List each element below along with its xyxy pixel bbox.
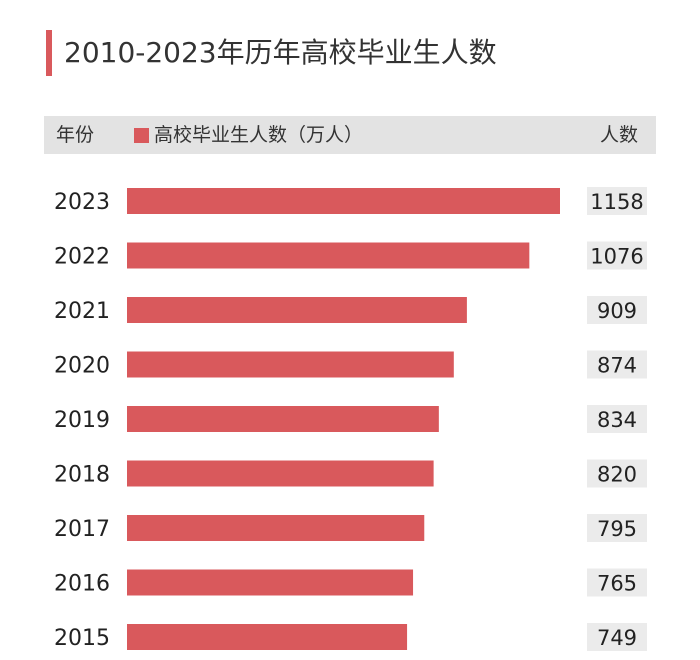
chart-title: 2010-2023年历年高校毕业生人数	[64, 36, 497, 69]
value-label-box	[587, 241, 647, 270]
bar	[127, 460, 434, 487]
year-column-header: 年份	[56, 124, 95, 146]
bar	[127, 624, 408, 650]
year-label: 2018	[54, 463, 110, 488]
bar	[127, 297, 467, 323]
value-label: 795	[597, 517, 637, 541]
year-label: 2023	[54, 190, 110, 215]
value-label: 820	[597, 463, 637, 487]
value-label-box	[587, 405, 647, 433]
bar	[127, 188, 560, 214]
year-label: 2015	[54, 626, 110, 651]
value-label: 874	[597, 354, 637, 378]
value-label-box	[587, 568, 647, 597]
value-label-box	[587, 296, 647, 324]
value-label: 749	[597, 626, 637, 650]
year-label: 2017	[54, 517, 110, 542]
year-label: 2019	[54, 408, 110, 433]
bar	[127, 515, 425, 541]
value-label-box	[587, 459, 647, 488]
value-label: 909	[597, 299, 637, 323]
legend-label: 高校毕业生人数（万人）	[154, 124, 364, 146]
table-header: 年份 高校毕业生人数（万人） 人数	[44, 116, 656, 154]
legend-swatch	[134, 128, 149, 143]
year-label: 2016	[54, 572, 110, 597]
count-column-header: 人数	[599, 124, 638, 146]
value-label-box	[587, 187, 647, 215]
bar	[127, 351, 454, 378]
value-label-box	[587, 514, 647, 542]
year-label: 2021	[54, 299, 110, 324]
title-accent-bar	[46, 30, 52, 76]
bar	[127, 569, 414, 596]
value-label-box	[587, 350, 647, 379]
bar	[127, 406, 439, 432]
year-label: 2022	[54, 245, 110, 270]
value-label: 1076	[590, 245, 643, 269]
value-label: 1158	[590, 190, 643, 214]
value-label-box	[587, 623, 647, 651]
bar	[127, 242, 530, 269]
year-label: 2020	[54, 354, 110, 379]
value-label: 834	[597, 408, 637, 432]
value-label: 765	[597, 572, 637, 596]
